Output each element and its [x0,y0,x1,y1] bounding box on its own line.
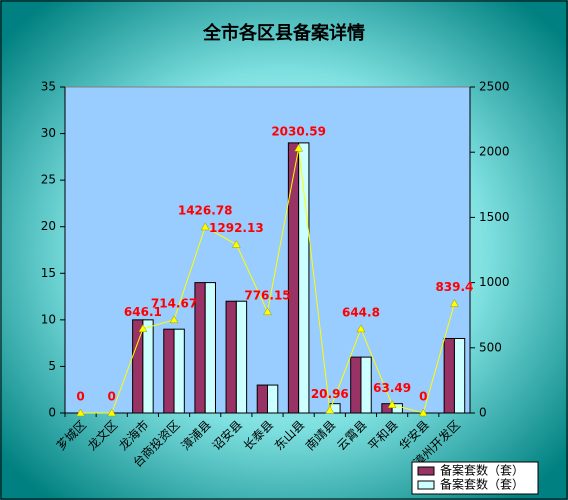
bar [287,142,300,414]
data-label: 646.1 [124,305,162,319]
line-marker [200,222,210,231]
y-tick-label: 5 [48,359,56,373]
bar [163,328,175,414]
y2-tick-label: 500 [479,340,502,354]
y-tick-label: 0 [48,406,56,420]
data-label: 0 [76,390,84,404]
data-label: 63.49 [373,381,411,395]
bar [142,319,154,414]
legend-label: 备案套数（套） [440,463,524,478]
data-label: 776.15 [244,288,290,302]
line-marker [387,400,397,408]
legend-label: 备案套数（套） [440,477,524,492]
line-marker [76,408,86,417]
line-marker [263,307,272,316]
data-label: 1292.13 [209,221,264,235]
data-label: 2030.59 [271,125,326,139]
data-label: 1426.78 [178,203,233,217]
line-marker [138,324,148,332]
y2-tick-label: 0 [479,406,487,420]
bar [204,282,216,414]
data-label: 839.4 [435,280,473,294]
line-marker [107,408,117,417]
y-tick-label: 35 [41,80,56,94]
y-tick-label: 10 [41,312,56,326]
data-label: 20.96 [311,387,349,401]
y-tick-label: 25 [41,173,56,187]
line-marker [169,315,179,324]
bar [235,300,248,414]
bar [267,384,279,414]
line-marker [325,405,335,414]
data-label: 644.8 [342,305,380,319]
bar [443,337,455,414]
plot-area [64,86,471,414]
y-tick-label: 15 [41,266,56,280]
line-marker [418,408,428,417]
bar [391,403,403,414]
y-tick-label: 20 [41,219,56,233]
y2-tick-label: 2000 [479,145,510,159]
bar [256,384,269,414]
bar [298,142,310,414]
line-marker [356,324,366,333]
line-marker [231,240,241,248]
line-marker [294,143,304,152]
y2-tick-label: 1000 [479,275,510,289]
bar [350,356,362,414]
data-label: 714.67 [151,296,197,310]
bar [173,328,185,414]
bar [360,356,372,414]
line-marker [449,299,459,307]
bar [453,337,466,414]
legend-swatch [417,466,435,476]
y2-tick-label: 1500 [479,210,510,224]
data-label: 0 [108,390,116,404]
y-tick-label: 30 [41,126,56,140]
chart-title: 全市各区县备案详情 [202,22,365,44]
y2-tick-label: 2500 [479,80,510,94]
bar [225,300,237,414]
data-label: 0 [419,390,427,404]
legend-swatch [417,480,435,490]
